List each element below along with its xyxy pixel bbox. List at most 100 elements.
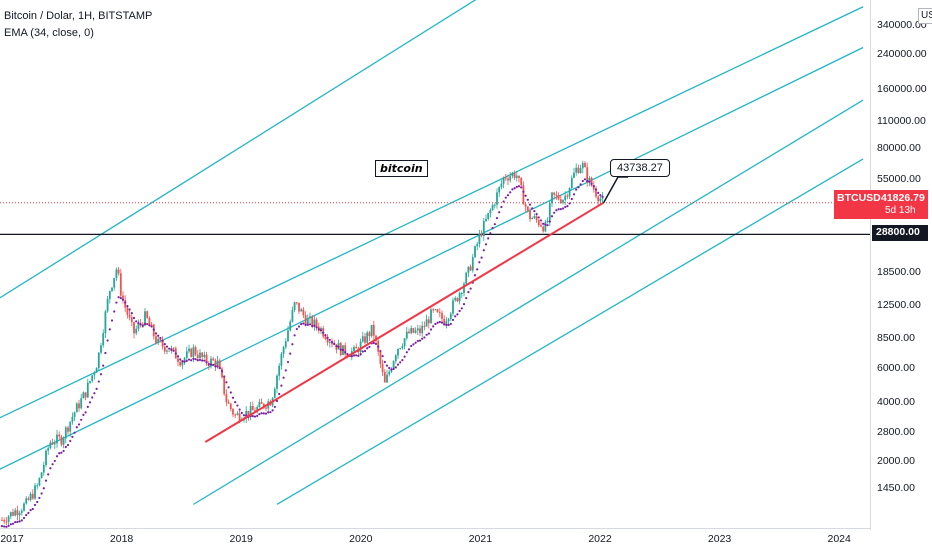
bar-countdown: 5d 13h xyxy=(885,205,916,216)
currency-label[interactable]: USD xyxy=(918,8,932,24)
candle-body xyxy=(412,328,415,333)
ema-dot xyxy=(150,325,153,328)
ema-dot xyxy=(575,188,578,191)
candle-body xyxy=(557,195,560,200)
candle-body xyxy=(194,347,197,355)
ema-dot xyxy=(3,525,6,528)
candle-body xyxy=(278,365,281,376)
ema-dot xyxy=(253,415,257,418)
ema-dot xyxy=(69,439,72,443)
ema-dot xyxy=(390,368,393,371)
ema-dot xyxy=(581,179,584,183)
candle-body xyxy=(496,192,498,205)
ema-dot xyxy=(328,338,331,342)
candle-body xyxy=(144,311,146,326)
ema-dot xyxy=(262,412,265,415)
ema-dot xyxy=(97,380,100,383)
y-tick-label: 110000.00 xyxy=(877,114,926,127)
candle-body xyxy=(447,318,450,322)
ema-dot xyxy=(337,345,340,348)
candle-body xyxy=(75,403,78,413)
ema-dot xyxy=(40,492,43,495)
channel-line-1 xyxy=(0,0,477,299)
candle-body xyxy=(463,283,465,293)
candle-body xyxy=(258,402,261,408)
candle-body xyxy=(381,363,384,372)
ema-dot xyxy=(300,322,303,326)
candle-body xyxy=(392,361,395,369)
ema-dot xyxy=(223,375,226,378)
ema-dot xyxy=(0,525,4,528)
candle-body xyxy=(502,177,505,184)
candle-body xyxy=(161,340,164,347)
ema-dot xyxy=(25,513,28,517)
ema-dot xyxy=(130,311,133,315)
candle-body xyxy=(95,368,98,373)
ema-dot xyxy=(546,224,549,227)
candle-body xyxy=(64,427,67,439)
candle-body xyxy=(289,321,292,331)
ema-dot xyxy=(146,322,149,326)
candle-body xyxy=(214,360,217,367)
ema-dot xyxy=(159,336,162,340)
ema-dot xyxy=(106,339,109,342)
candle-body xyxy=(375,335,377,341)
candle-body xyxy=(188,348,190,352)
ema-dot xyxy=(432,325,435,328)
price-callout[interactable]: 43738.27 xyxy=(610,159,670,177)
channel-line-3 xyxy=(0,46,864,470)
ema-dot xyxy=(412,343,415,346)
ema-dot xyxy=(517,185,521,188)
candle-body xyxy=(445,321,448,325)
price-axis[interactable]: 340000.00 240000.00 160000.00 110000.00 8000… xyxy=(870,0,932,530)
candle-body xyxy=(236,413,239,416)
candle-body xyxy=(80,398,83,409)
y-tick-label: 2800.00 xyxy=(877,426,915,439)
candle-body xyxy=(62,438,65,445)
candle-body xyxy=(559,199,562,203)
candle-body xyxy=(7,516,10,523)
candle-body xyxy=(106,299,109,312)
candle-body xyxy=(119,273,122,296)
candle-body xyxy=(441,313,443,319)
candle-body xyxy=(300,309,303,312)
ema-dot xyxy=(495,216,499,220)
candle-body xyxy=(27,498,30,500)
ema-dot xyxy=(176,355,180,358)
ema-dot xyxy=(385,364,389,367)
ema-dot xyxy=(236,404,239,407)
ema-dot xyxy=(324,334,327,337)
candle-body xyxy=(586,167,589,183)
ema-dot xyxy=(77,423,81,426)
candle-body xyxy=(546,220,549,223)
ema-dot xyxy=(374,342,378,345)
ema-dot xyxy=(47,473,50,476)
channel-lines xyxy=(0,0,864,505)
ema-dot xyxy=(506,194,510,197)
ema-dot xyxy=(577,186,580,189)
ema-dot xyxy=(38,496,41,500)
ema-dot xyxy=(561,207,565,210)
candle-body xyxy=(25,498,28,504)
time-axis[interactable]: 2017 2018 2019 2020 2021 2022 2023 2024 xyxy=(0,528,870,550)
ema-dot xyxy=(515,185,518,188)
candle-body xyxy=(419,328,421,334)
candle-body xyxy=(73,412,76,417)
candle-body xyxy=(379,351,382,364)
ema-dot xyxy=(16,520,19,524)
ema-dot xyxy=(418,339,422,342)
candle-body xyxy=(454,297,457,301)
candle-body xyxy=(562,200,564,203)
ema-dot xyxy=(33,503,37,507)
ema-dot xyxy=(590,182,593,185)
bitcoin-text-label[interactable]: bitcoin xyxy=(375,160,428,177)
ema-dot xyxy=(273,405,276,409)
candle-body xyxy=(397,348,399,356)
candle-body xyxy=(328,341,331,343)
ema-dot xyxy=(115,301,118,304)
candle-body xyxy=(115,269,118,279)
candle-body xyxy=(196,354,199,359)
ema-dot xyxy=(282,376,285,379)
ema-dot xyxy=(36,500,39,504)
